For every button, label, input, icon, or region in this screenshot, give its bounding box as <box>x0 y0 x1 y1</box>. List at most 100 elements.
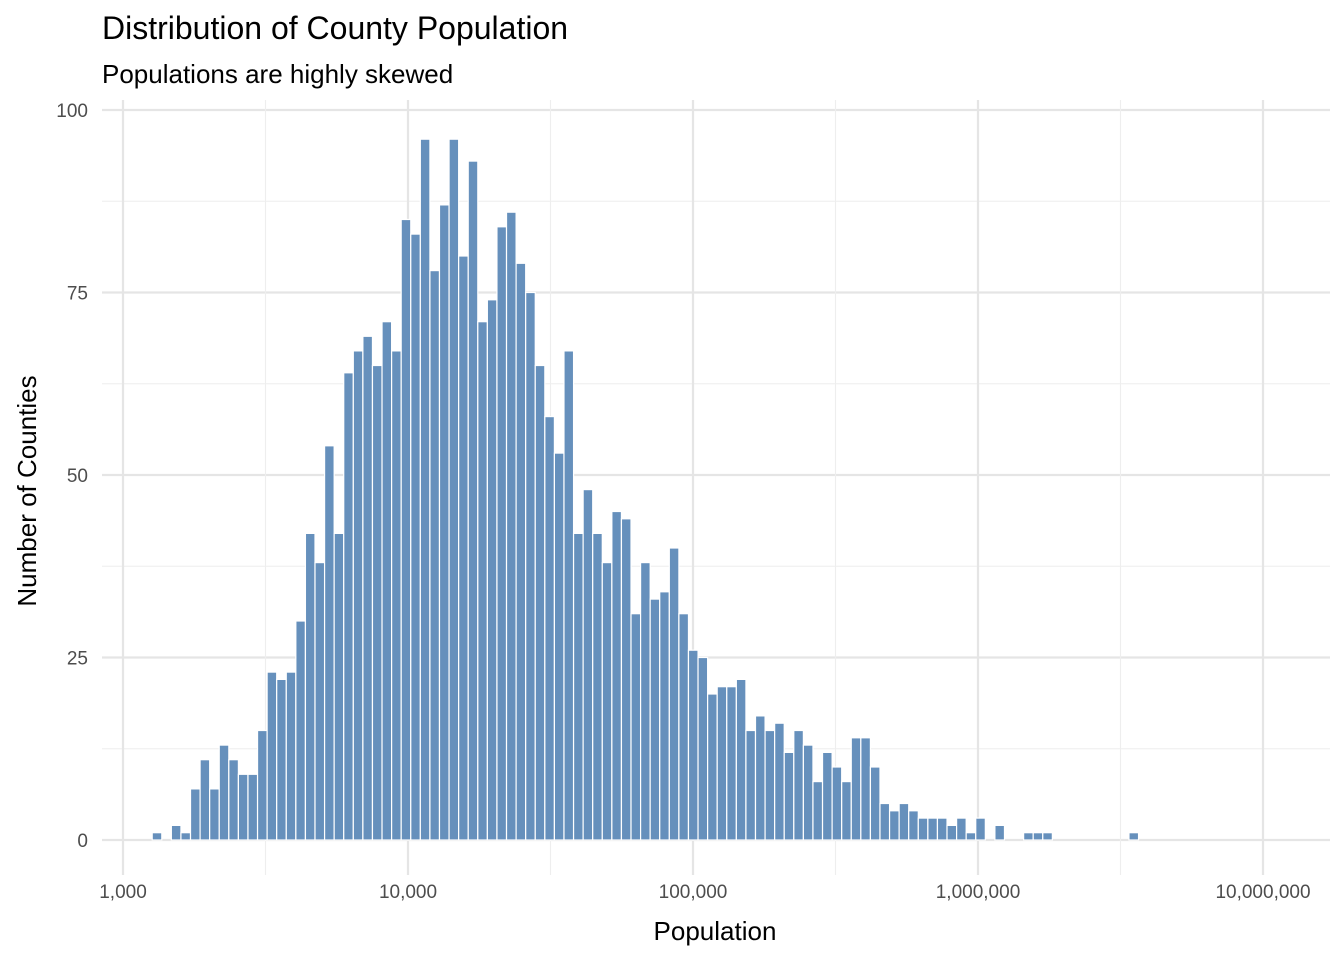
y-tick-label: 100 <box>56 101 88 122</box>
x-tick-label: 1,000 <box>99 882 147 903</box>
histogram-bar <box>611 510 623 841</box>
histogram-bar <box>716 686 728 841</box>
histogram-bar <box>927 817 939 841</box>
histogram-bar <box>151 832 163 841</box>
histogram-bar <box>659 591 670 841</box>
histogram-bar <box>314 561 326 841</box>
histogram-bar <box>170 824 182 841</box>
histogram-bar <box>477 321 488 841</box>
histogram-bar <box>496 226 508 841</box>
histogram-bar <box>793 729 804 841</box>
histogram-bar <box>486 299 498 841</box>
histogram-bar <box>410 233 421 841</box>
histogram-bar <box>438 204 450 841</box>
histogram-bar <box>189 788 201 841</box>
histogram-bar <box>879 802 891 841</box>
histogram-bar <box>381 321 393 841</box>
histogram-bar <box>285 671 297 841</box>
histogram-bar <box>812 780 824 841</box>
x-axis-title: Population <box>654 916 777 946</box>
histogram-bar <box>391 350 402 841</box>
histogram-bar <box>601 561 613 841</box>
histogram-bar <box>247 773 259 841</box>
histogram-bar <box>592 532 603 841</box>
histogram-bar <box>467 160 479 841</box>
histogram-bar <box>228 759 239 841</box>
x-tick-label: 100,000 <box>659 882 728 903</box>
histogram-bar <box>860 737 872 841</box>
histogram-bar <box>429 270 441 841</box>
x-tick-label: 10,000 <box>379 882 437 903</box>
histogram-bar <box>955 817 967 841</box>
histogram-bar <box>209 788 220 841</box>
histogram-bar <box>304 532 316 841</box>
histogram-bar <box>898 802 910 841</box>
histogram-bar <box>180 832 192 841</box>
y-axis-ticks: 0 25 50 75 100 <box>56 101 88 852</box>
histogram-bar <box>553 452 565 841</box>
y-tick-label: 50 <box>67 466 88 487</box>
histogram-bar <box>352 350 364 841</box>
histogram-bar <box>534 364 546 841</box>
histogram-bar <box>266 671 278 841</box>
y-tick-label: 25 <box>67 649 88 670</box>
histogram-bar <box>400 218 412 841</box>
y-tick-label: 75 <box>67 284 88 305</box>
histogram-bar <box>975 817 986 841</box>
histogram-bar <box>726 686 737 841</box>
histogram-bar <box>764 729 776 841</box>
histogram-bar <box>1042 832 1053 841</box>
histogram-bar <box>888 810 900 841</box>
histogram-bar <box>936 817 948 841</box>
histogram-bar <box>505 211 517 841</box>
histogram-bar <box>687 649 699 841</box>
histogram-bar <box>563 350 575 841</box>
histogram-bar <box>745 729 757 841</box>
histogram-bar <box>649 598 661 841</box>
histogram-bar <box>630 613 642 841</box>
histogram-bar <box>994 824 1006 841</box>
histogram-bar <box>371 364 383 841</box>
histogram-bar <box>908 810 919 841</box>
histogram-bar <box>544 416 556 841</box>
histogram-bar <box>218 744 230 841</box>
histogram-bar <box>572 532 584 841</box>
histogram-bar <box>448 138 460 841</box>
histogram-bar <box>850 737 862 841</box>
histogram-bar <box>1128 832 1140 841</box>
histogram-bar <box>678 613 690 841</box>
histogram-bar <box>256 729 268 841</box>
histogram-bar <box>458 255 469 841</box>
histogram-bar <box>333 532 345 841</box>
histogram-bar <box>774 722 785 841</box>
histogram-bar <box>783 751 795 841</box>
histogram-bar <box>831 766 843 841</box>
histogram-bar <box>515 262 527 841</box>
histogram-bar <box>1023 832 1034 841</box>
histogram-bar <box>754 715 766 841</box>
histogram-bar <box>735 678 747 841</box>
histogram-bar <box>841 780 852 841</box>
histogram-bar <box>1032 832 1044 841</box>
x-tick-label: 10,000,000 <box>1215 882 1310 903</box>
histogram-bar <box>237 773 249 841</box>
histogram-bar <box>917 817 929 841</box>
chart-subtitle: Populations are highly skewed <box>102 59 453 89</box>
x-tick-label: 1,000,000 <box>936 882 1021 903</box>
histogram-bar <box>707 693 718 841</box>
histogram-bar <box>639 561 651 841</box>
histogram-bar <box>946 824 958 841</box>
y-axis-title: Number of Counties <box>12 375 42 606</box>
histogram-bar <box>582 489 594 841</box>
x-axis-ticks: 1,000 10,000 100,000 1,000,000 10,000,000 <box>99 882 1310 903</box>
histogram-bar <box>276 678 287 841</box>
bars <box>151 138 1140 841</box>
histogram-bar <box>343 372 354 841</box>
histogram-bar <box>419 138 431 841</box>
histogram-bar <box>525 291 536 841</box>
histogram-bar <box>802 744 814 841</box>
histogram-bar <box>869 766 881 841</box>
histogram-bar <box>362 335 374 841</box>
histogram-bar <box>668 547 680 841</box>
